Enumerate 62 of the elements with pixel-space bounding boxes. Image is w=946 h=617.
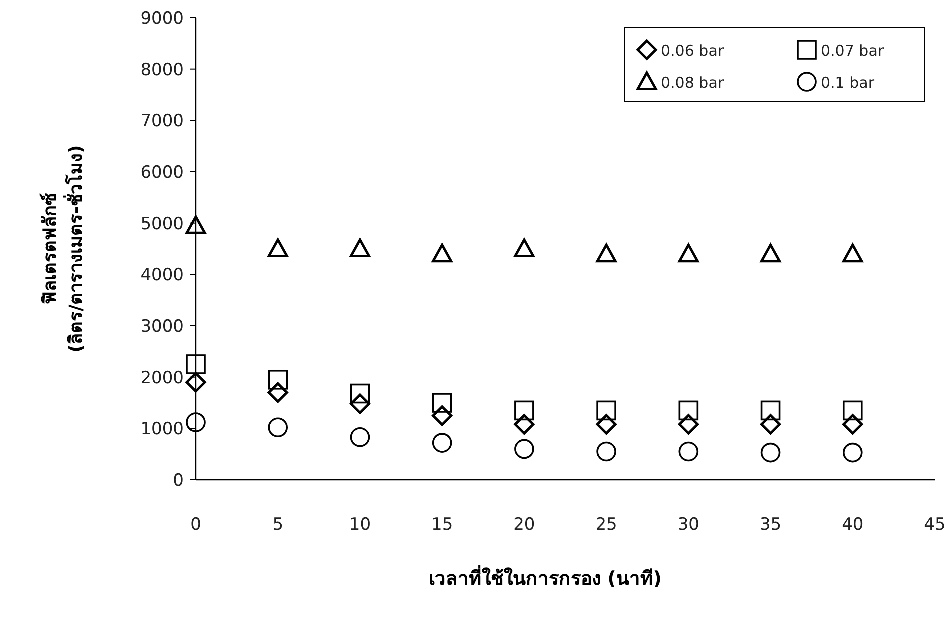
y-tick-label: 8000 [140,60,184,80]
point [596,442,616,462]
y-tick-label: 5000 [140,214,184,234]
point [678,400,699,421]
x-tick-label: 40 [842,515,864,535]
point [432,244,453,263]
legend-label: 0.1 bar [821,74,876,92]
point [678,414,699,435]
legend-label: 0.06 bar [661,42,725,60]
x-tick-label: 35 [760,515,782,535]
y-tick-label: 2000 [140,368,184,388]
point [514,400,534,421]
point [350,384,370,404]
point [760,244,782,263]
y-tick-label: 9000 [140,9,184,29]
point [760,400,781,421]
point [678,442,699,462]
x-tick-label: 0 [190,515,202,535]
point [842,244,864,263]
point [596,400,616,421]
point [432,406,453,426]
point [432,393,452,413]
y-axis-title: ฟิลเตรตฟลักซ์ (ลิตร/ตารางเมตร-ชั่วโมง) [39,145,87,353]
point [678,244,699,263]
point [268,382,288,403]
point [842,400,863,421]
x-tick-label: 10 [349,515,372,535]
y-tick-label: 3000 [140,317,184,337]
point [268,238,288,258]
point [760,414,782,435]
x-tick-label: 5 [272,515,284,535]
y-tick-label: 1000 [140,420,184,440]
point [350,394,370,414]
legend-label: 0.08 bar [661,74,725,92]
point [842,442,863,463]
y-tick-label: 6000 [140,163,184,183]
point [350,427,370,448]
x-tick-label: 15 [432,515,454,535]
point [186,216,206,234]
point [350,238,370,258]
point [186,354,206,374]
x-tick-label: 20 [514,515,536,535]
point [514,439,534,460]
point [596,414,617,435]
point [186,372,206,393]
point [432,433,452,453]
point [596,244,617,263]
point [268,418,288,438]
y-tick-label: 4000 [140,266,184,286]
x-tick-label: 30 [678,515,700,535]
point [842,414,864,435]
x-axis-title: เวลาที่ใช้ในการกรอง (นาที) [429,565,662,590]
x-tick-label: 25 [596,515,618,535]
point [186,412,206,432]
x-tick-label: 45 [924,515,946,535]
point [268,370,288,390]
y-tick-label: 0 [173,471,184,491]
point [514,414,535,435]
point [514,238,535,258]
y-tick-label: 7000 [140,112,184,132]
point [760,442,781,463]
legend-label: 0.07 bar [821,42,885,60]
